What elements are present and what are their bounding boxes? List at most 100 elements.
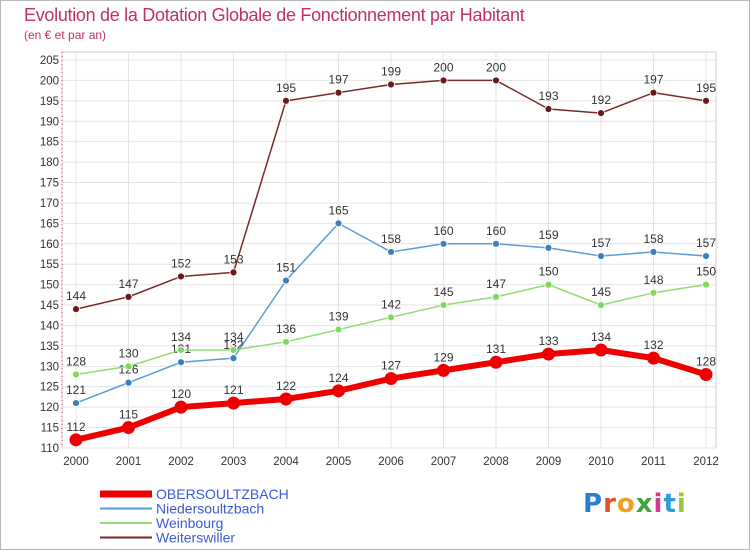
- data-point-weiterswiller: [282, 96, 290, 105]
- logo-letter: P: [583, 489, 604, 519]
- data-point-obersoultzbach: [69, 433, 83, 447]
- data-point-weiterswiller: [702, 96, 710, 105]
- data-point-weiterswiller: [387, 80, 395, 89]
- data-label-weinbourg: 145: [433, 285, 453, 299]
- data-point-obersoultzbach: [542, 347, 555, 361]
- logo-letter: x: [635, 489, 654, 519]
- x-tick-label: 2004: [273, 456, 299, 468]
- data-point-weiterswiller: [124, 292, 133, 301]
- x-tick-label: 2008: [483, 456, 509, 468]
- data-label-weiterswiller: 192: [591, 93, 611, 107]
- data-point-niedersoultzbach: [439, 239, 448, 248]
- data-point-weiterswiller: [177, 272, 185, 281]
- data-point-weinbourg: [544, 280, 553, 289]
- data-label-weinbourg: 134: [223, 330, 243, 344]
- y-tick-label: 195: [40, 96, 59, 108]
- logo-letter: i: [653, 489, 664, 519]
- y-tick-label: 140: [40, 320, 59, 332]
- data-label-weiterswiller: 197: [643, 73, 663, 87]
- y-tick-label: 200: [40, 75, 59, 87]
- data-point-weinbourg: [229, 346, 238, 354]
- data-label-obersoultzbach: 132: [643, 338, 663, 352]
- data-label-obersoultzbach: 124: [328, 371, 348, 385]
- data-point-obersoultzbach: [699, 367, 713, 381]
- data-point-niedersoultzbach: [492, 239, 500, 248]
- x-tick-label: 2007: [431, 456, 457, 468]
- y-tick-label: 155: [40, 259, 59, 271]
- data-point-weiterswiller: [492, 76, 500, 85]
- data-point-niedersoultzbach: [177, 358, 185, 367]
- data-point-weinbourg: [597, 301, 605, 309]
- data-label-niedersoultzbach: 160: [486, 224, 506, 238]
- y-tick-label: 130: [40, 361, 59, 373]
- data-label-obersoultzbach: 133: [538, 334, 558, 348]
- x-tick-label: 2011: [641, 456, 666, 468]
- data-point-weinbourg: [387, 313, 395, 322]
- data-label-weiterswiller: 147: [118, 277, 138, 291]
- data-label-weiterswiller: 195: [696, 81, 716, 95]
- data-label-obersoultzbach: 134: [591, 330, 611, 344]
- legend-label-weiterswiller: Weiterswiller: [156, 530, 235, 546]
- data-label-niedersoultzbach: 159: [538, 228, 558, 242]
- data-point-weiterswiller: [649, 88, 658, 97]
- data-label-obersoultzbach: 128: [696, 354, 716, 368]
- data-point-niedersoultzbach: [334, 219, 343, 228]
- logo-letter: i: [676, 489, 687, 519]
- x-tick-label: 2006: [378, 456, 404, 468]
- data-label-niedersoultzbach: 157: [591, 236, 611, 250]
- data-label-obersoultzbach: 129: [433, 350, 453, 364]
- data-point-weiterswiller: [72, 305, 80, 314]
- data-point-weinbourg: [702, 280, 710, 289]
- data-label-weinbourg: 145: [591, 285, 611, 299]
- data-label-obersoultzbach: 112: [66, 420, 85, 434]
- data-label-weinbourg: 130: [118, 346, 138, 360]
- data-label-weinbourg: 142: [381, 297, 401, 311]
- x-tick-label: 2003: [221, 456, 247, 468]
- data-label-weinbourg: 139: [328, 310, 348, 324]
- data-point-obersoultzbach: [122, 421, 135, 435]
- data-label-obersoultzbach: 121: [223, 383, 243, 397]
- x-tick-label: 2000: [63, 456, 89, 468]
- data-point-obersoultzbach: [594, 343, 608, 357]
- data-point-weinbourg: [124, 362, 133, 371]
- data-point-weiterswiller: [544, 105, 553, 113]
- data-label-niedersoultzbach: 121: [66, 383, 86, 397]
- data-point-obersoultzbach: [647, 351, 660, 365]
- data-point-weinbourg: [177, 346, 185, 354]
- x-tick-label: 2001: [116, 456, 142, 468]
- x-tick-label: 2012: [693, 456, 719, 468]
- data-label-obersoultzbach: 131: [486, 342, 506, 356]
- data-label-weinbourg: 150: [696, 265, 716, 279]
- data-label-weiterswiller: 195: [276, 81, 296, 95]
- y-tick-label: 120: [40, 402, 59, 414]
- data-label-weinbourg: 128: [66, 354, 86, 368]
- y-tick-label: 170: [40, 198, 59, 210]
- data-point-niedersoultzbach: [544, 243, 553, 252]
- y-tick-label: 110: [41, 443, 59, 455]
- y-tick-label: 145: [40, 300, 59, 312]
- legend-label-weinbourg: Weinbourg: [156, 515, 223, 531]
- logo-letter: o: [616, 489, 636, 519]
- data-label-weiterswiller: 193: [538, 89, 558, 103]
- data-label-obersoultzbach: 127: [381, 359, 401, 373]
- y-tick-label: 185: [40, 137, 59, 149]
- data-label-niedersoultzbach: 158: [643, 232, 663, 246]
- data-label-niedersoultzbach: 157: [696, 236, 716, 250]
- data-point-weinbourg: [72, 370, 80, 379]
- y-tick-label: 125: [40, 382, 59, 394]
- data-label-niedersoultzbach: 158: [381, 232, 401, 246]
- data-point-niedersoultzbach: [124, 378, 133, 387]
- y-tick-label: 115: [41, 423, 59, 435]
- data-point-weinbourg: [439, 301, 448, 309]
- x-tick-label: 2009: [536, 456, 562, 468]
- data-point-obersoultzbach: [227, 396, 240, 410]
- y-tick-label: 160: [40, 239, 59, 251]
- x-tick-label: 2010: [588, 456, 614, 468]
- data-label-weiterswiller: 200: [486, 60, 506, 74]
- y-tick-label: 150: [40, 280, 59, 292]
- data-label-weiterswiller: 152: [171, 256, 191, 270]
- data-point-obersoultzbach: [174, 400, 188, 414]
- data-label-obersoultzbach: 122: [276, 379, 296, 393]
- data-point-niedersoultzbach: [72, 399, 80, 407]
- y-tick-label: 175: [40, 178, 59, 190]
